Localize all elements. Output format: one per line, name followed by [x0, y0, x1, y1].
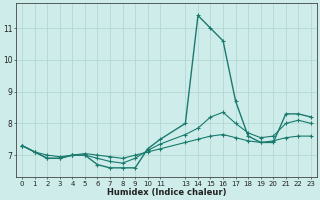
X-axis label: Humidex (Indice chaleur): Humidex (Indice chaleur) — [107, 188, 226, 197]
